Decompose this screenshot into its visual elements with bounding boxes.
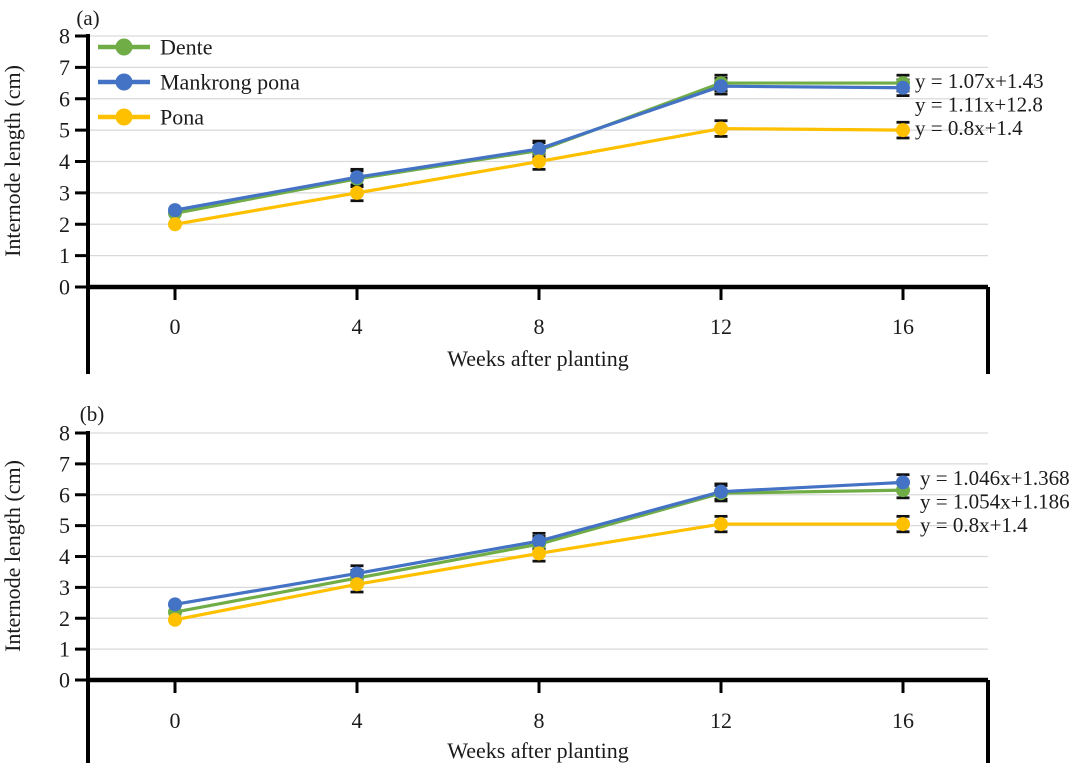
y-tick-label: 6 [59,86,70,111]
data-point-marker [350,185,364,200]
y-tick-label: 0 [59,668,70,693]
error-bars [350,73,910,203]
data-point-marker [350,566,364,581]
data-point-marker [168,203,182,218]
equation-label: y = 0.8x+1.4 [915,116,1023,140]
equation-label: y = 0.8x+1.4 [920,513,1028,537]
legend: Dente Mankrong pona Pona [98,35,300,130]
data-point-marker [532,534,546,549]
data-point-marker [168,597,182,612]
data-point-marker [350,577,364,592]
equation-label: y = 1.046x+1.368 [920,466,1070,490]
data-point-marker [532,141,546,156]
series-markers-mankrong-pona [168,475,910,612]
data-point-marker [532,546,546,561]
x-axis-title: Weeks after planting [447,738,629,763]
series-markers-pona [168,517,910,627]
axes [75,34,990,374]
data-point-marker [532,154,546,169]
gridlines [88,35,988,257]
data-point-marker [714,79,728,94]
data-point-marker [896,80,910,95]
y-axis-title: Internode length (cm) [0,65,25,257]
y-tick-label: 3 [59,575,70,600]
series-markers-pona [168,121,910,232]
x-tick-label: 8 [534,314,545,339]
y-tick-label: 1 [59,243,70,268]
y-tick-label: 3 [59,180,70,205]
data-point-marker [896,475,910,490]
equation-label: y = 1.07x+1.43 [915,69,1044,93]
legend-marker [115,73,133,91]
x-tick-label: 0 [170,708,181,733]
panel-label: (b) [80,402,105,426]
y-tick-label: 4 [59,544,70,569]
y-tick-label: 6 [59,482,70,507]
x-tick-label: 12 [710,708,732,733]
data-point-marker [714,517,728,532]
data-point-marker [714,484,728,499]
x-tick-label: 12 [710,314,732,339]
data-point-marker [896,517,910,532]
x-tick-label: 4 [352,314,363,339]
data-point-marker [350,170,364,185]
legend-label: Mankrong pona [160,70,300,95]
y-tick-label: 5 [59,513,70,538]
x-axis-title: Weeks after planting [447,346,629,371]
data-point-marker [896,123,910,138]
x-tick-label: 16 [892,708,914,733]
y-tick-label: 7 [59,55,70,80]
legend-item-dente: Dente [98,35,213,60]
x-tick-label: 0 [170,314,181,339]
y-tick-label: 1 [59,637,70,662]
x-tick-label: 16 [892,314,914,339]
equation-label: y = 1.11x+12.8 [915,93,1043,117]
legend-label: Dente [160,35,213,60]
y-tick-label: 4 [59,149,70,174]
panel-label: (a) [76,6,99,30]
legend-item-mankrong-pona: Mankrong pona [98,70,300,95]
legend-marker [115,38,133,56]
data-point-marker [168,217,182,232]
x-tick-label: 8 [534,708,545,733]
legend-item-pona: Pona [98,105,204,130]
data-point-marker [168,612,182,627]
data-point-marker [714,121,728,136]
y-axis-title: Internode length (cm) [0,460,25,652]
equation-label: y = 1.054x+1.186 [920,490,1070,514]
x-tick-label: 4 [352,708,363,733]
y-tick-label: 2 [59,606,70,631]
y-tick-label: 5 [59,118,70,143]
equation-annotations: y = 1.07x+1.43y = 1.11x+12.8y = 0.8x+1.4 [915,69,1044,140]
y-tick-label: 8 [59,421,70,446]
series-markers-mankrong-pona [168,79,910,218]
y-tick-label: 0 [59,275,70,300]
y-tick-label: 8 [59,24,70,49]
legend-label: Pona [160,105,204,130]
legend-marker [115,108,133,126]
y-tick-label: 7 [59,451,70,476]
y-tick-label: 2 [59,212,70,237]
axes [75,431,990,763]
